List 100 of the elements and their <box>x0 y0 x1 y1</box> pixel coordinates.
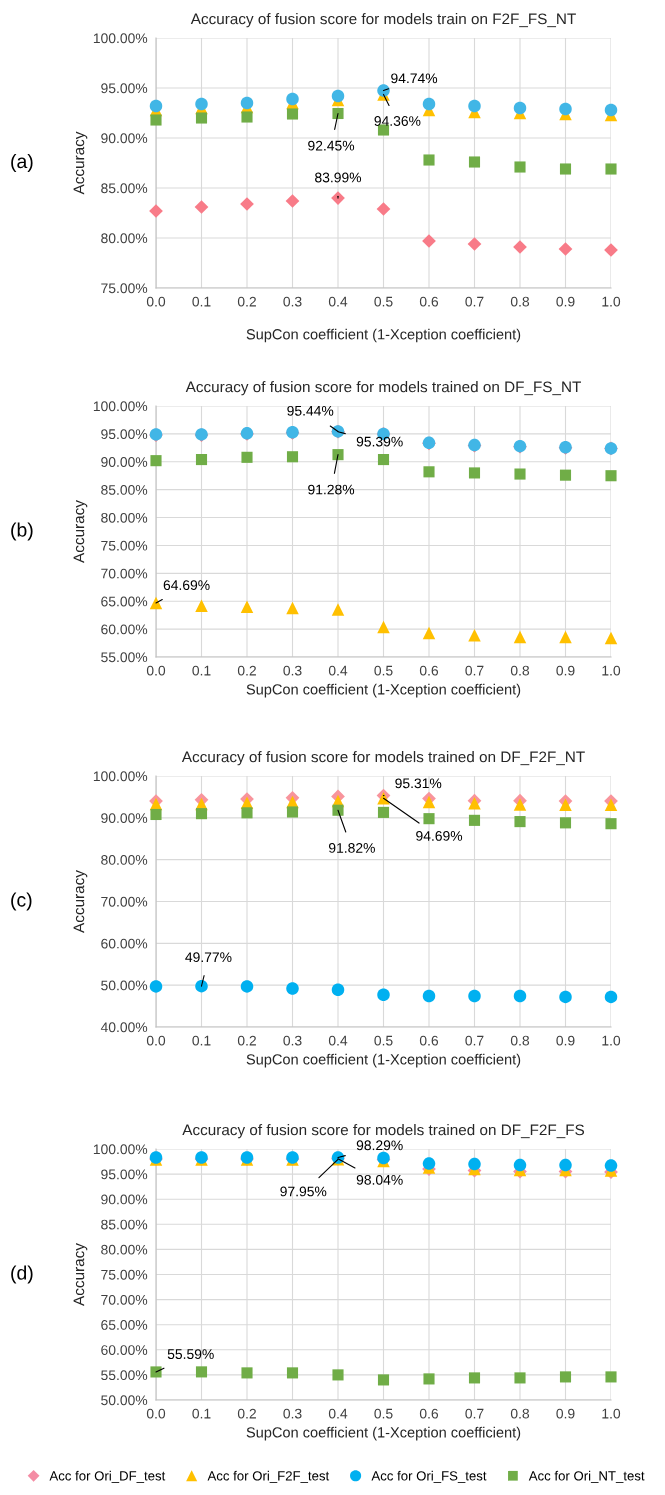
y-tick-label: 90.00% <box>101 133 148 144</box>
x-tick-label: 1.0 <box>602 665 621 676</box>
annotation: 95.31% <box>395 778 442 789</box>
y-tick-label: 50.00% <box>101 1395 148 1406</box>
y-tick-label: 80.00% <box>101 855 148 865</box>
y-tick-label: 60.00% <box>101 624 148 635</box>
x-tick-label: 0.4 <box>328 665 348 676</box>
y-tick-label: 75.00% <box>101 1269 148 1280</box>
x-tick-label: 0.4 <box>328 1035 348 1046</box>
annotation: 94.36% <box>374 116 421 126</box>
y-tick-label: 55.00% <box>101 652 148 663</box>
y-tick-label: 80.00% <box>101 233 148 244</box>
chart-title: Accuracy of fusion score for models train on F2F_FS_NT <box>190 13 576 28</box>
x-tick-label: 0.0 <box>146 665 166 676</box>
y-tick-label: 65.00% <box>101 1320 148 1330</box>
annotation: 55.59% <box>167 1349 214 1359</box>
x-tick-label: 0.2 <box>237 1408 256 1419</box>
y-tick-label: 60.00% <box>101 938 148 949</box>
x-tick-label: 0.6 <box>419 296 439 307</box>
y-tick-label: 100.00% <box>93 1144 148 1155</box>
annotation: 64.69% <box>163 580 210 591</box>
annotation: 94.74% <box>391 73 438 84</box>
text: (d) <box>11 1265 33 1284</box>
x-tick-label: 0.1 <box>192 1408 211 1419</box>
legend-label: Acc for Ori_DF_test <box>49 1470 166 1484</box>
x-tick-label: 0.0 <box>146 1408 166 1419</box>
x-tick-label: 0.6 <box>419 1035 439 1046</box>
x-tick-label: 0.8 <box>510 1408 530 1419</box>
x-tick-label: 0.6 <box>419 1408 439 1419</box>
x-tick-label: 0.3 <box>283 1408 302 1419</box>
x-tick-label: 0.2 <box>237 1035 256 1046</box>
y-tick-label: 85.00% <box>101 485 148 495</box>
y-tick-label: 90.00% <box>101 457 148 467</box>
y-tick-label: 75.00% <box>101 540 148 551</box>
annotation: 95.44% <box>287 405 334 416</box>
text: (a) <box>11 153 33 173</box>
x-tick-label: 0.4 <box>328 296 348 307</box>
x-tick-label: 0.2 <box>237 296 256 307</box>
annotation: 94.69% <box>416 831 463 841</box>
x-tick-label: 1.0 <box>602 1408 621 1419</box>
x-tick-label: 0.5 <box>374 296 393 307</box>
y-tick-label: 70.00% <box>101 1294 148 1305</box>
chart-title: Accuracy of fusion score for models trained on DF_F2F_FS <box>182 1124 585 1139</box>
x-tick-label: 0.5 <box>374 665 393 676</box>
x-tick-label: 0.4 <box>328 1408 348 1419</box>
x-tick-label: 0.1 <box>192 296 211 307</box>
y-tick-label: 100.00% <box>93 33 148 44</box>
x-tick-label: 0.3 <box>283 296 302 307</box>
y-tick-label: 90.00% <box>101 813 148 823</box>
x-tick-label: 0.9 <box>556 296 575 307</box>
x-tick-label: 0.9 <box>556 665 575 676</box>
y-tick-label: 85.00% <box>101 1219 148 1230</box>
x-tick-label: 0.9 <box>556 1408 575 1419</box>
x-tick-label: 0.8 <box>510 665 530 676</box>
y-tick-label: 100.00% <box>93 771 148 782</box>
x-tick-label: 0.2 <box>237 665 256 676</box>
legend-label: Acc for Ori_F2F_test <box>207 1470 330 1484</box>
y-axis-title: Accuracy <box>73 500 88 563</box>
annotation: 92.45% <box>308 140 355 151</box>
x-axis-title: SupCon coefficient (1-Xception coefficient) <box>246 1053 521 1068</box>
x-tick-label: 0.6 <box>419 665 439 676</box>
x-tick-label: 0.1 <box>192 665 211 676</box>
x-tick-label: 0.7 <box>465 296 484 307</box>
annotation: 83.99% <box>315 172 362 183</box>
y-tick-label: 70.00% <box>101 568 148 579</box>
x-tick-label: 0.1 <box>192 1035 211 1046</box>
annotation: 91.28% <box>308 484 355 495</box>
y-tick-label: 75.00% <box>101 283 148 294</box>
y-tick-label: 40.00% <box>100 1022 148 1033</box>
y-tick-label: 70.00% <box>101 896 148 907</box>
annotation: 98.29% <box>356 1140 403 1151</box>
y-axis-title: Accuracy <box>73 1243 88 1306</box>
y-tick-label: 50.00% <box>101 980 148 991</box>
y-axis-title: Accuracy <box>73 131 88 195</box>
x-tick-label: 0.0 <box>146 296 166 307</box>
y-tick-label: 95.00% <box>101 1169 148 1180</box>
x-tick-label: 0.3 <box>283 1035 302 1046</box>
y-tick-label: 95.00% <box>101 429 148 440</box>
legend-label: Acc for Ori_NT_test <box>528 1470 645 1484</box>
text: (b) <box>11 522 33 541</box>
text: (c) <box>11 892 32 911</box>
y-tick-label: 80.00% <box>101 1244 148 1255</box>
annotation: 98.04% <box>356 1174 403 1185</box>
x-tick-label: 0.7 <box>465 1408 484 1419</box>
y-tick-label: 65.00% <box>101 596 148 607</box>
y-tick-label: 85.00% <box>101 183 148 194</box>
legend-label: Acc for Ori_FS_test <box>371 1470 487 1484</box>
x-tick-label: 0.7 <box>465 1035 484 1046</box>
x-tick-label: 1.0 <box>602 296 621 307</box>
x-tick-label: 0.5 <box>374 1408 393 1419</box>
x-axis-title: SupCon coefficient (1-Xception coefficient) <box>246 328 521 343</box>
x-tick-label: 0.5 <box>374 1035 393 1046</box>
x-tick-label: 1.0 <box>602 1035 621 1046</box>
y-tick-label: 100.00% <box>93 401 148 412</box>
y-tick-label: 95.00% <box>101 83 148 94</box>
chart-title: Accuracy of fusion score for models trained on DF_FS_NT <box>185 381 582 396</box>
y-tick-label: 90.00% <box>101 1194 148 1205</box>
x-axis-title: SupCon coefficient (1-Xception coefficient) <box>246 683 521 698</box>
annotation: 91.82% <box>328 843 375 853</box>
x-tick-label: 0.3 <box>283 665 302 676</box>
